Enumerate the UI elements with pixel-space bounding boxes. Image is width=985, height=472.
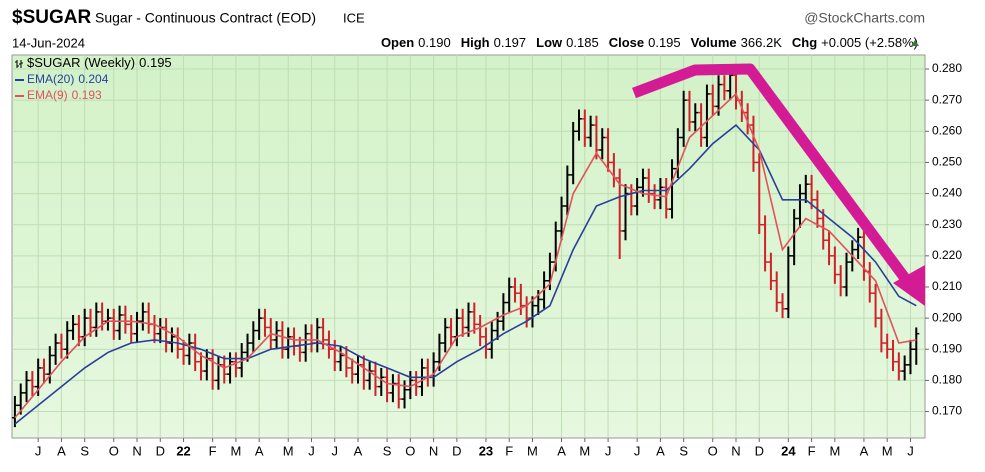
x-tick-label: N (429, 443, 438, 458)
x-tick-label: M (579, 443, 590, 458)
x-tick-label: 24 (781, 443, 796, 458)
x-tick-label: A (656, 443, 665, 458)
y-tick-label: 0.200 (932, 310, 962, 324)
quote-label: High (461, 35, 490, 50)
x-tick-label: N (132, 443, 141, 458)
x-tick-label: D (452, 443, 461, 458)
overlay-lines (14, 92, 917, 425)
x-tick-label: M (283, 443, 294, 458)
trend-arrow (632, 63, 915, 289)
legend: $SUGAR (Weekly) 0.195 EMA(20) 0.204 EMA(9) 0.… (15, 55, 172, 102)
x-tick-label: 22 (176, 443, 190, 458)
x-tick-label: A (557, 443, 566, 458)
quote-value: 0.185 (566, 35, 599, 50)
x-tick-label: D (755, 443, 764, 458)
ema-line (14, 92, 917, 419)
legend-name: EMA(9) (27, 88, 68, 102)
grid (12, 55, 925, 438)
x-tick-label: M (829, 443, 840, 458)
x-tick-label: A (860, 443, 869, 458)
source: @StockCharts.com (804, 10, 925, 26)
quote-value: 0.197 (494, 35, 527, 50)
x-tick-label: F (505, 443, 513, 458)
x-tick-label: J (907, 443, 914, 458)
chart-title: Sugar - Continuous Contract (EOD) (95, 10, 316, 26)
x-tick-label: S (383, 443, 392, 458)
x-tick-label: F (209, 443, 217, 458)
legend-icon (15, 60, 23, 68)
x-tick-label: N (731, 443, 740, 458)
y-tick-label: 0.280 (932, 61, 962, 75)
y-tick-label: 0.250 (932, 155, 962, 169)
x-tick-label: J (331, 443, 338, 458)
legend-entry: $SUGAR (Weekly) 0.195 (27, 55, 172, 70)
legend-entry: EMA(20) 0.204 (27, 72, 109, 86)
x-tick-label: A (57, 443, 66, 458)
legend-value: 0.204 (78, 72, 108, 86)
quote-label: Close (609, 35, 644, 50)
x-tick-label: S (80, 443, 89, 458)
y-tick-label: 0.230 (932, 217, 962, 231)
quote-line: Open 0.190 High 0.197 Low 0.185 Close 0.195 Volu… (381, 35, 918, 50)
y-tick-label: 0.270 (932, 92, 962, 106)
x-tick-label: A (354, 443, 363, 458)
x-tick-label: O (405, 443, 415, 458)
x-tick-label: M (230, 443, 241, 458)
plot-area (11, 54, 926, 439)
quote-value: +0.005 (+2.58%) (821, 35, 918, 50)
ema-line (14, 124, 917, 425)
x-tick-label: F (808, 443, 816, 458)
trend-arrow-head (893, 265, 925, 306)
y-tick-label: 0.170 (932, 404, 962, 418)
up-arrow-icon (911, 40, 919, 46)
x-tick-label: M (527, 443, 538, 458)
x-tick-label: 23 (479, 443, 493, 458)
x-tick-label: O (109, 443, 119, 458)
legend-value: 0.195 (139, 55, 172, 70)
quote-label: Chg (792, 35, 817, 50)
x-tick-label: O (708, 443, 718, 458)
legend-entry: EMA(9) 0.193 (27, 88, 102, 102)
x-tick-label: M (882, 443, 893, 458)
x-tick-label: J (605, 443, 612, 458)
axes: 0.170 0.180 0.190 0.200 0.210 0.220 0.230 0.240… (35, 61, 962, 458)
quote-label: Volume (691, 35, 737, 50)
quote-label: Low (536, 35, 563, 50)
y-tick-label: 0.190 (932, 341, 962, 355)
x-tick-label: S (679, 443, 688, 458)
legend-value: 0.193 (72, 88, 102, 102)
legend-name: EMA(20) (27, 72, 74, 86)
x-tick-label: D (156, 443, 165, 458)
quote-label: Open (381, 35, 414, 50)
y-tick-label: 0.220 (932, 248, 962, 262)
date: 14-Jun-2024 (12, 35, 85, 50)
x-tick-label: J (634, 443, 641, 458)
symbol: $SUGAR (12, 7, 91, 28)
x-tick-label: J (35, 443, 42, 458)
y-tick-label: 0.260 (932, 123, 962, 137)
quote-value: 0.190 (418, 35, 451, 50)
x-tick-label: J (308, 443, 315, 458)
quote-value: 366.2K (741, 35, 783, 50)
exchange: ICE (343, 10, 365, 25)
y-tick-label: 0.180 (932, 373, 962, 387)
y-tick-label: 0.240 (932, 186, 962, 200)
x-tick-label: A (255, 443, 264, 458)
y-tick-label: 0.210 (932, 279, 962, 293)
quote-value: 0.195 (648, 35, 681, 50)
legend-name: $SUGAR (Weekly) (27, 55, 135, 70)
